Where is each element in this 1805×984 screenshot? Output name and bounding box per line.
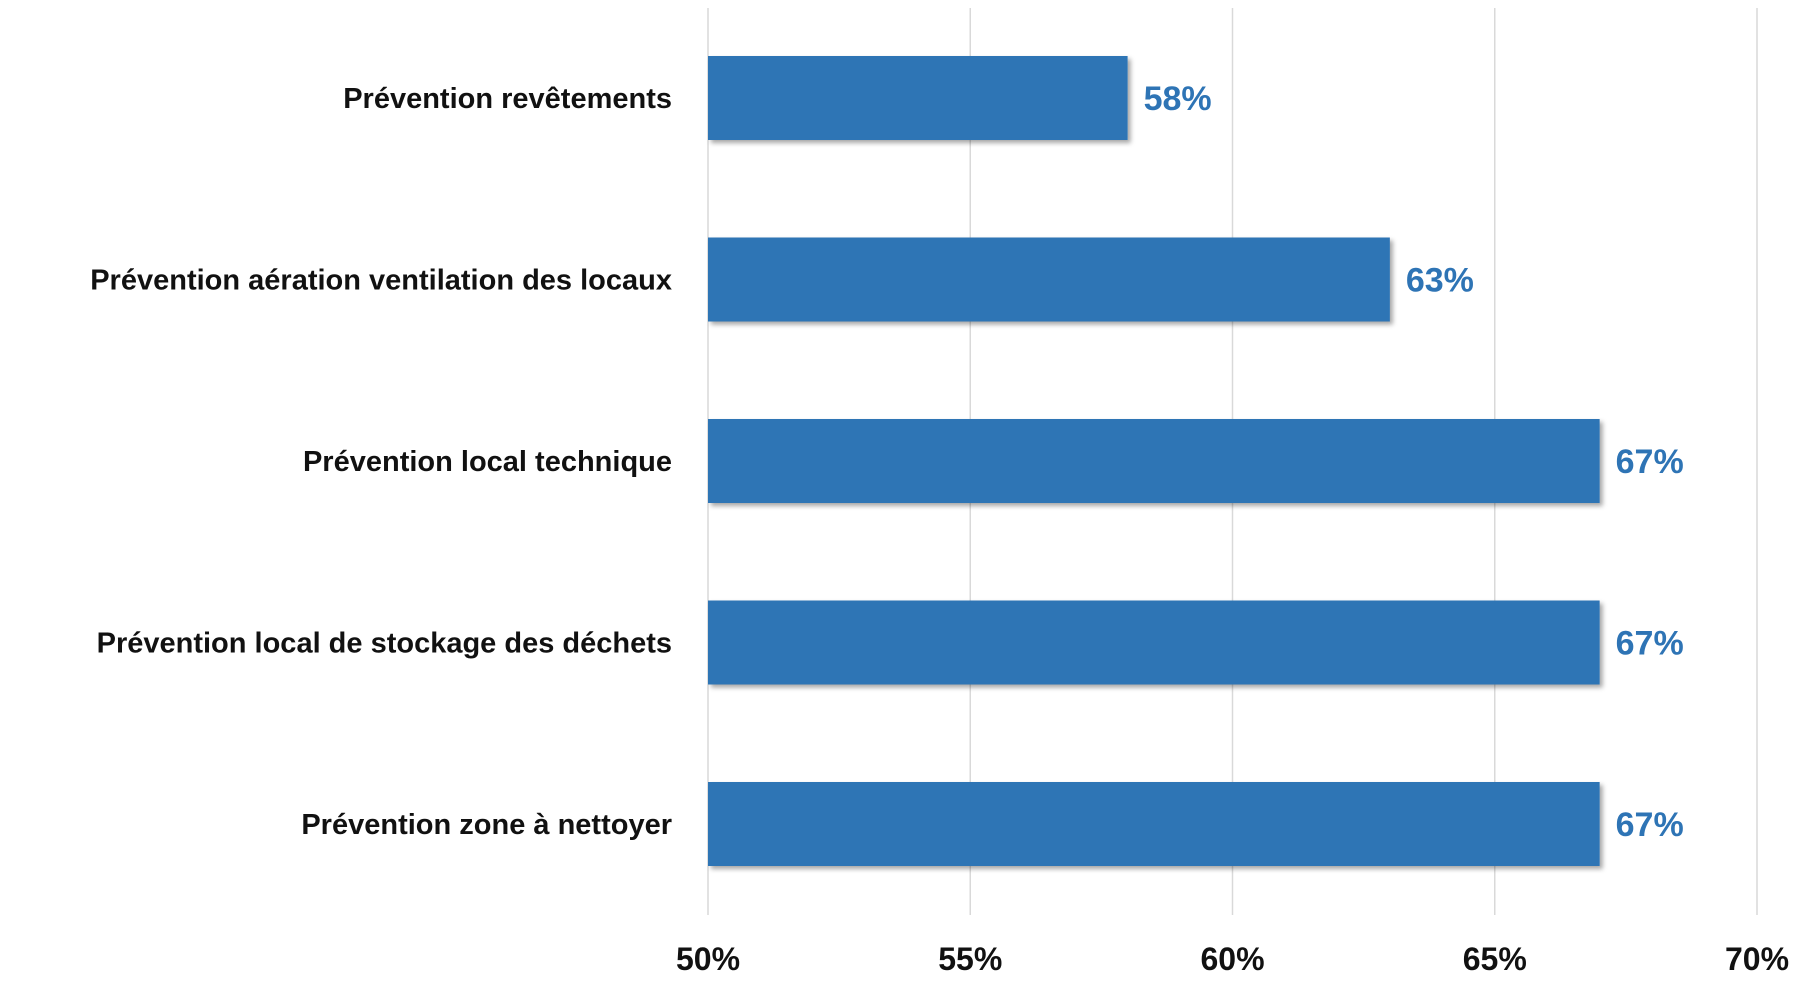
x-tick-label-50: 50% (676, 941, 740, 977)
category-label-2: Prévention aération ventilation des loca… (90, 265, 672, 297)
category-label-5: Prévention zone à nettoyer (301, 809, 672, 841)
value-label-4: 67% (1616, 625, 1684, 663)
bar-4 (708, 600, 1600, 685)
bar-2 (708, 237, 1390, 322)
value-label-5: 67% (1616, 806, 1684, 844)
value-label-1: 58% (1144, 80, 1212, 118)
x-axis-tick-labels: 50% 55% 60% 65% 70% (676, 941, 1789, 977)
x-tick-label-60: 60% (1200, 941, 1264, 977)
category-label-3: Prévention local technique (303, 446, 672, 478)
category-labels: Prévention revêtements Prévention aératio… (90, 83, 672, 841)
value-label-3: 67% (1616, 443, 1684, 481)
value-label-2: 63% (1406, 262, 1474, 300)
value-labels: 58% 63% 67% 67% 67% (1144, 80, 1684, 844)
x-tick-label-55: 55% (938, 941, 1002, 977)
category-label-4: Prévention local de stockage des déchets (97, 628, 672, 660)
x-tick-label-65: 65% (1463, 941, 1527, 977)
category-label-1: Prévention revêtements (343, 83, 672, 115)
bar-1 (708, 56, 1128, 140)
bar-5 (708, 782, 1600, 866)
bars (708, 56, 1600, 866)
x-tick-label-70: 70% (1725, 941, 1789, 977)
bar-3 (708, 419, 1600, 503)
